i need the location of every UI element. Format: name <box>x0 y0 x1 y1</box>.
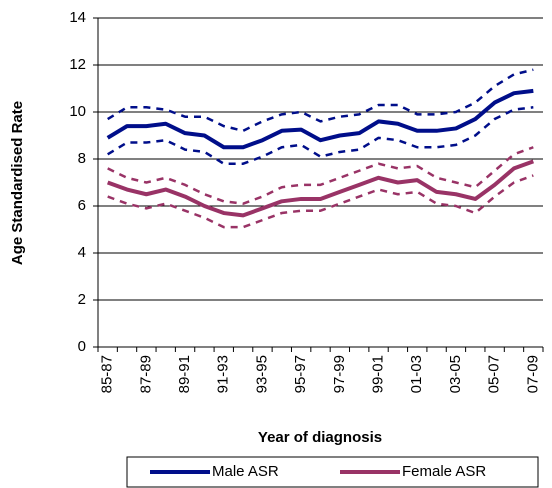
x-tick-label: 91-93 <box>215 355 232 393</box>
y-tick-label: 4 <box>78 244 86 261</box>
x-tick-label: 01-03 <box>408 355 425 393</box>
interval-line <box>107 68 534 133</box>
interval-line <box>107 174 534 229</box>
x-tick-label: 89-91 <box>176 355 193 393</box>
y-tick-label: 6 <box>78 197 86 214</box>
x-tick-label: 97-99 <box>331 355 348 393</box>
x-tick-label: 87-89 <box>137 355 154 393</box>
x-tick-label: 07-09 <box>524 355 541 393</box>
x-tick-label: 05-07 <box>486 355 503 393</box>
interval-line <box>107 106 534 165</box>
legend-label: Male ASR <box>212 463 279 480</box>
series-line <box>106 159 535 218</box>
y-tick-label: 2 <box>78 291 86 308</box>
legend-label: Female ASR <box>402 463 486 480</box>
y-tick-label: 0 <box>78 338 86 355</box>
x-tick-label: 95-97 <box>292 355 309 393</box>
y-tick-label: 14 <box>69 9 86 26</box>
series-line <box>106 88 534 150</box>
x-tick-label: 93-95 <box>253 355 270 393</box>
y-tick-label: 10 <box>69 103 86 120</box>
y-tick-label: 8 <box>78 150 86 167</box>
y-tick-label: 12 <box>69 56 86 73</box>
x-tick-label: 03-05 <box>447 355 464 393</box>
y-axis-title: Age Standardised Rate <box>9 101 26 265</box>
x-axis-title: Year of diagnosis <box>258 429 382 446</box>
interval-line <box>107 146 534 205</box>
x-tick-label: 85-87 <box>99 355 116 393</box>
x-tick-label: 99-01 <box>370 355 387 393</box>
